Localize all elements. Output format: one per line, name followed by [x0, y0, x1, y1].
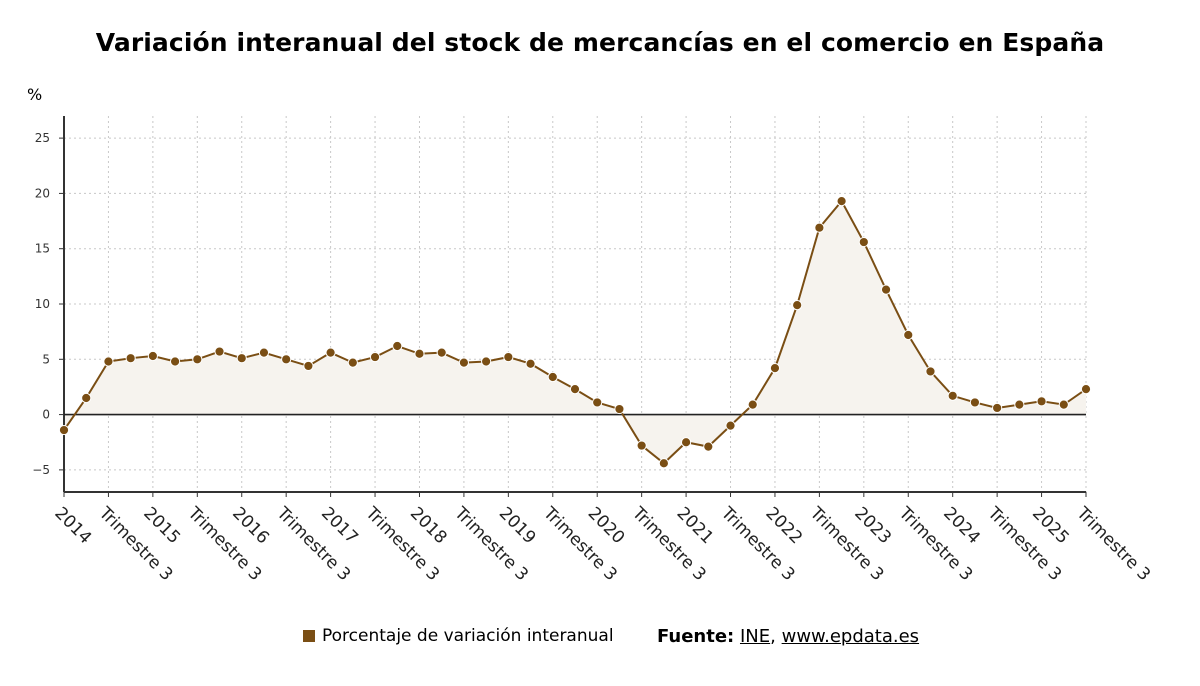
data-point[interactable] — [1036, 396, 1047, 407]
data-point[interactable] — [458, 357, 470, 368]
data-point[interactable] — [614, 403, 625, 415]
data-point[interactable] — [569, 384, 581, 395]
source-link-epdata[interactable]: www.epdata.es — [781, 626, 920, 647]
data-point[interactable] — [436, 347, 447, 358]
data-point[interactable] — [347, 357, 358, 368]
legend-swatch — [303, 630, 315, 642]
data-point[interactable] — [947, 390, 958, 401]
data-point[interactable] — [303, 360, 314, 372]
data-point[interactable] — [392, 340, 403, 352]
data-point[interactable] — [147, 350, 158, 362]
y-tick-label: −5 — [32, 463, 50, 477]
data-point[interactable] — [836, 196, 847, 207]
data-point[interactable] — [547, 371, 558, 383]
data-point[interactable] — [125, 353, 136, 364]
data-point[interactable] — [747, 399, 758, 410]
data-point[interactable] — [769, 363, 781, 374]
x-tick-label: Trimestre 3 — [1072, 503, 1154, 585]
data-point[interactable] — [81, 392, 92, 404]
legend-label: Porcentaje de variación interanual — [322, 626, 614, 646]
data-point[interactable] — [192, 354, 203, 365]
data-point[interactable] — [792, 300, 803, 311]
data-point[interactable] — [525, 358, 536, 369]
data-point[interactable] — [236, 353, 247, 364]
data-point[interactable] — [658, 458, 669, 469]
y-tick-label: 25 — [35, 131, 50, 145]
data-point[interactable] — [1014, 399, 1025, 410]
source-link-ine[interactable]: INE — [739, 626, 771, 647]
data-point[interactable] — [725, 420, 736, 431]
data-point[interactable] — [814, 222, 825, 233]
series-line — [63, 199, 1087, 465]
data-point[interactable] — [369, 351, 381, 363]
source-separator: , — [770, 626, 776, 647]
data-point[interactable] — [169, 356, 181, 367]
data-point[interactable] — [636, 440, 647, 451]
y-tick-label: 20 — [35, 186, 50, 200]
series-points — [58, 196, 1092, 469]
data-point[interactable] — [58, 424, 70, 436]
y-tick-label: 15 — [35, 242, 50, 256]
y-tick-label: 5 — [42, 352, 50, 366]
y-axis-ticks: −5 0 5 10 15 20 25 — [32, 131, 64, 477]
chart-grid — [63, 116, 1087, 492]
data-point[interactable] — [969, 397, 981, 408]
data-point[interactable] — [414, 348, 425, 359]
y-tick-label: 10 — [35, 297, 50, 311]
chart-legend: Porcentaje de variación interanual — [303, 626, 614, 646]
data-point[interactable] — [903, 329, 914, 341]
data-point[interactable] — [680, 437, 692, 448]
source-note: Fuente: INE, www.epdata.es — [657, 626, 919, 647]
data-point[interactable] — [325, 347, 336, 358]
data-point[interactable] — [1058, 399, 1069, 410]
source-label: Fuente: — [657, 626, 735, 647]
data-point[interactable] — [992, 402, 1003, 414]
y-axis-unit: % — [27, 85, 42, 104]
data-point[interactable] — [258, 347, 270, 358]
chart-title: Variación interanual del stock de mercan… — [95, 28, 1105, 57]
data-point[interactable] — [481, 356, 492, 367]
data-point[interactable] — [103, 356, 114, 367]
data-point[interactable] — [703, 441, 714, 452]
data-point[interactable] — [1080, 384, 1092, 395]
data-point[interactable] — [281, 354, 292, 365]
data-point[interactable] — [592, 397, 603, 408]
x-tick-label: 2014 — [50, 503, 95, 548]
data-point[interactable] — [214, 346, 225, 357]
data-point[interactable] — [880, 284, 892, 295]
data-point[interactable] — [503, 351, 514, 363]
data-point[interactable] — [858, 236, 869, 248]
y-tick-label: 0 — [42, 408, 50, 422]
data-point[interactable] — [925, 366, 936, 377]
series-area — [64, 201, 1086, 464]
